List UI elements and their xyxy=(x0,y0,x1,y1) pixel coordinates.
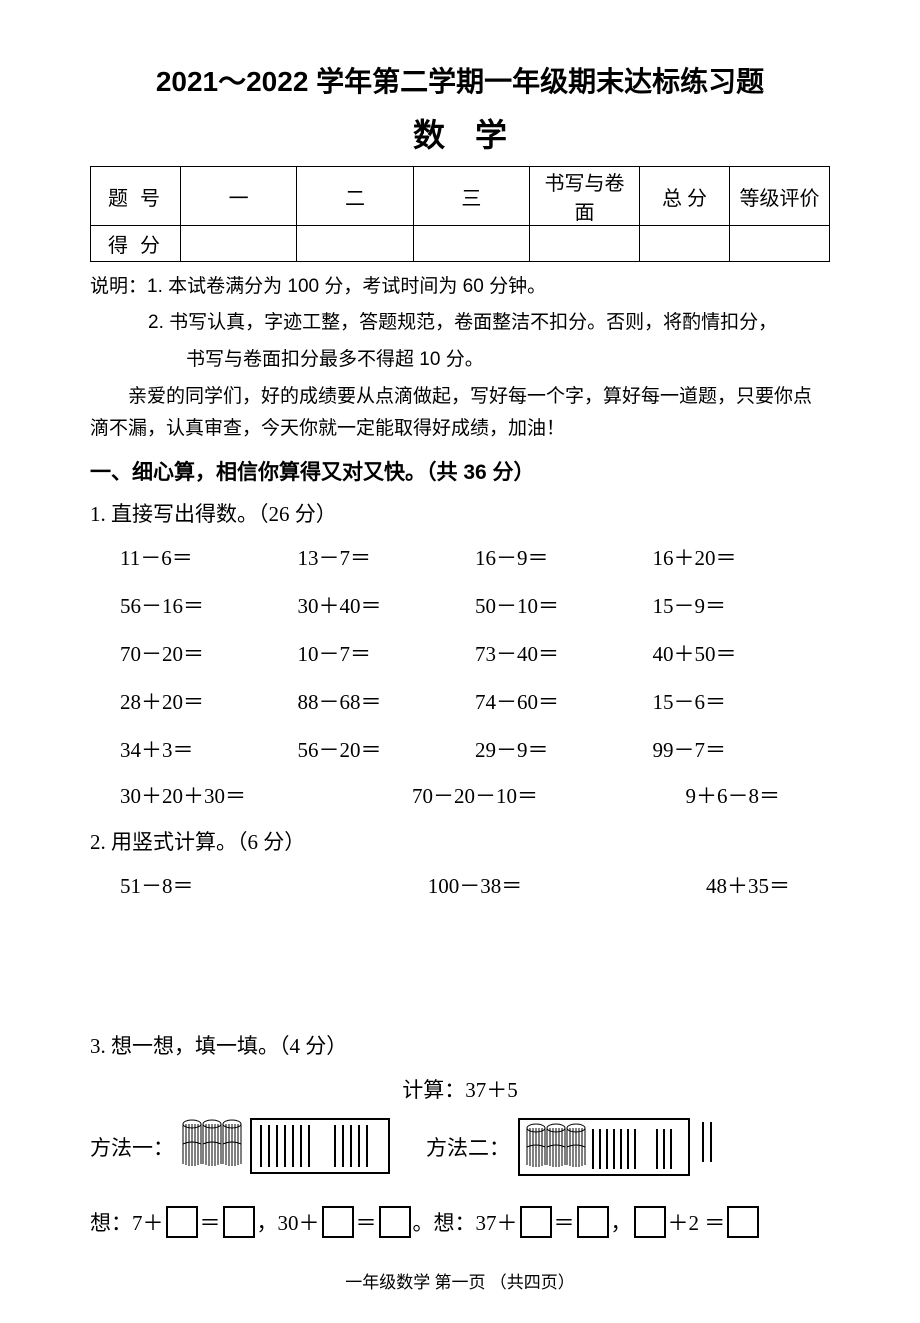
answer-box[interactable] xyxy=(727,1206,759,1238)
note-line: 2. 书写认真，字迹工整，答题规范，卷面整洁不扣分。否则，将酌情扣分， xyxy=(90,308,830,338)
answer-box[interactable] xyxy=(223,1206,255,1238)
table-cell xyxy=(640,226,730,262)
method-label: 方法一： xyxy=(90,1132,174,1162)
sticks-icon xyxy=(698,1118,718,1166)
question-heading: 3. 想一想，填一填。（4 分） xyxy=(90,1030,830,1060)
row-label: 题号 xyxy=(91,167,181,226)
problem: 73－40＝ xyxy=(475,638,653,668)
problem-grid: 30＋20＋30＝ 70－20－10＝ 9＋6－8＝ xyxy=(90,780,830,810)
problem: 30＋20＋30＝ xyxy=(120,780,357,810)
problem: 13－7＝ xyxy=(298,542,476,572)
boxed-bundle-icon xyxy=(518,1118,690,1176)
vertical-problems: 51－8＝ 100－38＝ 48＋35＝ xyxy=(90,870,830,900)
problem: 11－6＝ xyxy=(120,542,298,572)
problem: 15－6＝ xyxy=(653,686,831,716)
table-cell xyxy=(413,226,529,262)
table-cell xyxy=(530,226,640,262)
row-label: 得分 xyxy=(91,226,181,262)
score-table: 题号 一 二 三 书写与卷面 总 分 等级评价 得分 xyxy=(90,166,830,262)
boxed-sticks-icon xyxy=(250,1118,390,1174)
table-cell: 二 xyxy=(297,167,413,226)
table-cell xyxy=(730,226,830,262)
table-cell: 三 xyxy=(413,167,529,226)
problem: 16＋20＝ xyxy=(653,542,831,572)
problem: 100－38＝ xyxy=(357,870,594,900)
method-label: 方法二： xyxy=(426,1132,510,1162)
section-heading: 一、细心算，相信你算得又对又快。（共 36 分） xyxy=(90,456,830,486)
greeting-text: 亲爱的同学们，好的成绩要从点滴做起，写好每一个字，算好每一道题，只要你点滴不漏，… xyxy=(90,381,830,446)
answer-box[interactable] xyxy=(520,1206,552,1238)
note-line: 说明：1. 本试卷满分为 100 分，考试时间为 60 分钟。 xyxy=(90,272,830,302)
problem: 30＋40＝ xyxy=(298,590,476,620)
problem: 9＋6－8＝ xyxy=(593,780,830,810)
answer-box[interactable] xyxy=(634,1206,666,1238)
table-cell: 总 分 xyxy=(640,167,730,226)
bundle-icon xyxy=(182,1118,242,1170)
note-line: 书写与卷面扣分最多不得超 10 分。 xyxy=(90,345,830,375)
problem: 70－20＝ xyxy=(120,638,298,668)
problem: 70－20－10＝ xyxy=(357,780,594,810)
table-cell xyxy=(297,226,413,262)
problem: 99－7＝ xyxy=(653,734,831,764)
problem: 29－9＝ xyxy=(475,734,653,764)
problem: 74－60＝ xyxy=(475,686,653,716)
problem: 34＋3＝ xyxy=(120,734,298,764)
problem: 16－9＝ xyxy=(475,542,653,572)
problem: 40＋50＝ xyxy=(653,638,831,668)
answer-box[interactable] xyxy=(166,1206,198,1238)
problem: 56－20＝ xyxy=(298,734,476,764)
table-cell: 等级评价 xyxy=(730,167,830,226)
problem: 50－10＝ xyxy=(475,590,653,620)
problem: 10－7＝ xyxy=(298,638,476,668)
table-cell: 书写与卷面 xyxy=(530,167,640,226)
problem: 48＋35＝ xyxy=(593,870,830,900)
problem: 15－9＝ xyxy=(653,590,831,620)
problem: 56－16＝ xyxy=(120,590,298,620)
think-expression: 想：7＋ ＝ ，30＋ ＝ 。想：37＋ ＝ ， ＋2 ＝ xyxy=(90,1206,830,1238)
answer-box[interactable] xyxy=(379,1206,411,1238)
problem: 28＋20＝ xyxy=(120,686,298,716)
methods-row: 方法一： 方法二： xyxy=(90,1118,830,1176)
question-heading: 1. 直接写出得数。（26 分） xyxy=(90,498,830,528)
table-cell: 一 xyxy=(181,167,297,226)
main-title: 2021～2022 学年第二学期一年级期末达标练习题 xyxy=(90,60,830,100)
table-cell xyxy=(181,226,297,262)
calc-title: 计算：37＋5 xyxy=(90,1074,830,1104)
sub-title: 数学 xyxy=(90,110,830,156)
problem-grid: 11－6＝ 13－7＝ 16－9＝ 16＋20＝ 56－16＝ 30＋40＝ 5… xyxy=(90,542,830,764)
problem: 51－8＝ xyxy=(120,870,357,900)
question-heading: 2. 用竖式计算。（6 分） xyxy=(90,826,830,856)
problem: 88－68＝ xyxy=(298,686,476,716)
answer-box[interactable] xyxy=(577,1206,609,1238)
page-footer: 一年级数学 第一页 （共四页） xyxy=(90,1268,830,1293)
answer-box[interactable] xyxy=(322,1206,354,1238)
